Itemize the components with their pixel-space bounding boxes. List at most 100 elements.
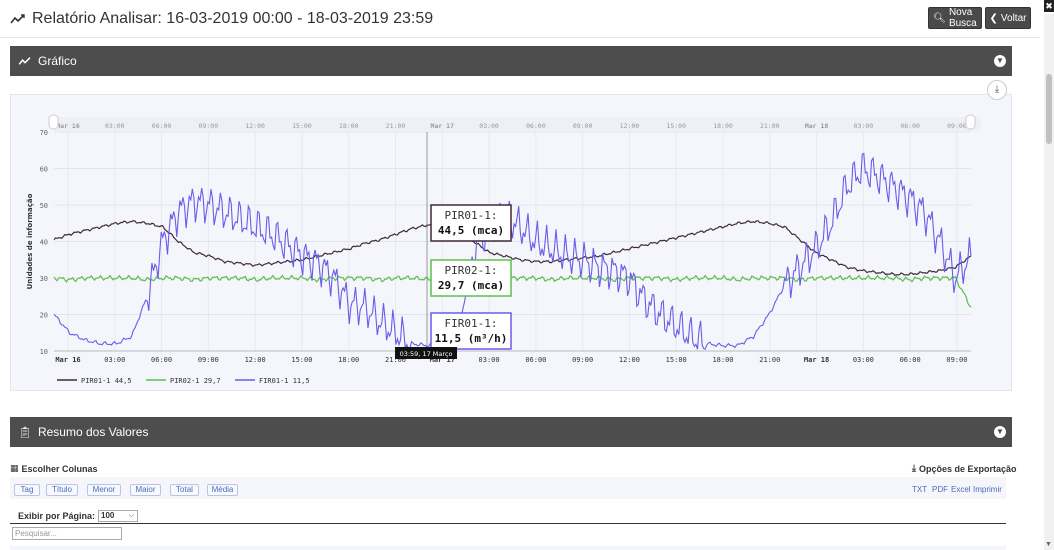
- download-icon[interactable]: ⤓: [987, 80, 1007, 100]
- x-tooltip-box: [395, 347, 458, 359]
- per-page-control: Exibir por Página: 100 ⌵: [18, 510, 139, 522]
- export-pdf[interactable]: PDF: [932, 485, 948, 494]
- navigator-tick-label: Mar 16: [56, 122, 80, 130]
- choose-columns-label: Escolher Colunas: [21, 463, 98, 474]
- navigator-tick-label: Mar 18: [805, 122, 829, 130]
- voltar-button[interactable]: ❮ Voltar: [985, 7, 1031, 29]
- page-title-text: Relatório Analisar: 16-03-2019 00:00 - 1…: [32, 10, 434, 27]
- tooltip-box: [430, 204, 512, 242]
- chevron-down-icon: ⌵: [128, 512, 135, 519]
- tooltip-series-name: PIR01-1:: [445, 209, 498, 222]
- x-tick-label: 09:00: [572, 356, 593, 364]
- navigator-tick-label: 18:00: [339, 122, 359, 130]
- column-toggle-titulo[interactable]: Título: [46, 484, 78, 496]
- tooltip-box: [430, 312, 512, 350]
- legend-label: PIR01-1 44,5: [81, 377, 132, 385]
- x-tick-label: 12:00: [619, 356, 640, 364]
- close-icon[interactable]: ✖: [1044, 0, 1054, 12]
- nova-busca-button[interactable]: 🔍︎ Nova Busca: [928, 7, 982, 29]
- chevron-left-icon: ❮: [989, 12, 998, 24]
- voltar-label: Voltar: [1000, 12, 1027, 24]
- x-tick-label: 21:00: [385, 356, 406, 364]
- x-tick-label: 03:00: [104, 356, 125, 364]
- x-tick-label: 15:00: [666, 356, 687, 364]
- collapse-resumo-icon[interactable]: ▼: [994, 426, 1006, 438]
- x-tooltip-time: 03:59, 17 Março: [400, 350, 453, 358]
- x-tick-label: 09:00: [198, 356, 219, 364]
- y-tick-label: 60: [40, 166, 48, 174]
- series-line-pir01-1: [53, 219, 972, 276]
- tooltip-series-value: 29,7 (mca): [438, 279, 504, 292]
- navigator-tick-label: 06:00: [900, 122, 920, 130]
- resumo-panel-header[interactable]: 📋︎ Resumo dos Valores ▼: [10, 417, 1012, 447]
- navigator-tick-label: 03:00: [105, 122, 125, 130]
- column-toggle-maior[interactable]: Maior: [130, 484, 161, 496]
- navigator-tick-label: 15:00: [292, 122, 312, 130]
- x-tick-label: 03:00: [853, 356, 874, 364]
- top-header: Relatório Analisar: 16-03-2019 00:00 - 1…: [0, 0, 1040, 38]
- x-tick-label: 12:00: [245, 356, 266, 364]
- navigator-strip: [54, 117, 981, 131]
- navigator-handle-left: [48, 114, 59, 130]
- scroll-down-icon[interactable]: ▼: [1045, 541, 1052, 548]
- y-tick-label: 50: [40, 202, 48, 210]
- navigator-tick-label: 21:00: [386, 122, 406, 130]
- grafico-panel-header[interactable]: Gráfico ▼: [10, 46, 1012, 76]
- x-tick-label: Mar 18: [804, 356, 829, 364]
- scroll-thumb[interactable]: [1046, 74, 1052, 144]
- navigator-tick-label: Mar 17: [431, 122, 455, 130]
- divider: [10, 523, 1006, 524]
- column-toggle-menor[interactable]: Menor: [87, 484, 121, 496]
- series-line-fir01-1: [53, 152, 972, 351]
- navigator-tick-label: 06:00: [152, 122, 172, 130]
- navigator-tick-label: 09:00: [947, 122, 967, 130]
- columns-icon: ▦: [10, 463, 19, 473]
- per-page-value: 100: [101, 511, 115, 520]
- y-tick-label: 30: [40, 275, 48, 283]
- y-tick-label: 10: [40, 348, 48, 356]
- x-tick-label: 15:00: [291, 356, 312, 364]
- column-toggle-media[interactable]: Média: [207, 484, 238, 496]
- table-top-strip: [10, 546, 1006, 550]
- y-tick-label: 40: [40, 239, 48, 247]
- legend-label: PIR02-1 29,7: [170, 377, 221, 385]
- export-imprimir[interactable]: Imprimir: [973, 485, 1002, 494]
- x-tick-label: 03:00: [479, 356, 500, 364]
- navigator-tick-label: 18:00: [713, 122, 733, 130]
- export-options[interactable]: ⤓ Opções de Exportação: [912, 463, 1017, 474]
- column-toggle-tag[interactable]: Tag: [14, 484, 40, 496]
- export-excel[interactable]: Excel: [951, 485, 971, 494]
- scrollbar[interactable]: ▼: [1044, 14, 1054, 550]
- collapse-grafico-icon[interactable]: ▼: [994, 55, 1006, 67]
- y-tick-label: 20: [40, 312, 48, 320]
- y-tick-label: 70: [40, 129, 48, 137]
- series-line-pir02-1: [53, 274, 972, 308]
- export-options-label: Opções de Exportação: [918, 463, 1017, 474]
- x-tick-label: Mar 16: [55, 356, 80, 364]
- navigator-tick-label: 12:00: [245, 122, 265, 130]
- per-page-select[interactable]: 100 ⌵: [98, 510, 139, 522]
- tooltip-box: [430, 259, 512, 297]
- x-tick-label: 09:00: [946, 356, 967, 364]
- x-tick-label: 21:00: [759, 356, 780, 364]
- line-chart: 10 20 30 40 50 60 70 Mar 16 03:00 06:00 09:00 12:00…: [26, 114, 981, 385]
- tooltip-series-name: PIR02-1:: [445, 264, 498, 277]
- x-tick-label: 06:00: [900, 356, 921, 364]
- choose-columns[interactable]: ▦ Escolher Colunas: [10, 463, 98, 474]
- x-tick-label: Mar 17: [430, 356, 455, 364]
- resumo-title: Resumo dos Valores: [37, 425, 149, 439]
- tooltip-series-value: 44,5 (mca): [438, 224, 504, 237]
- legend-label: FIR01-1 11,5: [259, 377, 310, 385]
- x-tick-label: 18:00: [338, 356, 359, 364]
- per-page-label: Exibir por Página:: [18, 511, 96, 521]
- navigator-tick-label: 06:00: [526, 122, 546, 130]
- column-toggle-total[interactable]: Total: [170, 484, 199, 496]
- export-txt[interactable]: TXT: [912, 485, 928, 494]
- navigator-tick-label: 03:00: [854, 122, 874, 130]
- x-tick-label: 06:00: [151, 356, 172, 364]
- page-title: Relatório Analisar: 16-03-2019 00:00 - 1…: [10, 10, 433, 28]
- clipboard-icon: 📋︎: [18, 426, 32, 439]
- search-input[interactable]: Pesquisar...: [12, 527, 122, 540]
- navigator-tick-label: 03:00: [479, 122, 499, 130]
